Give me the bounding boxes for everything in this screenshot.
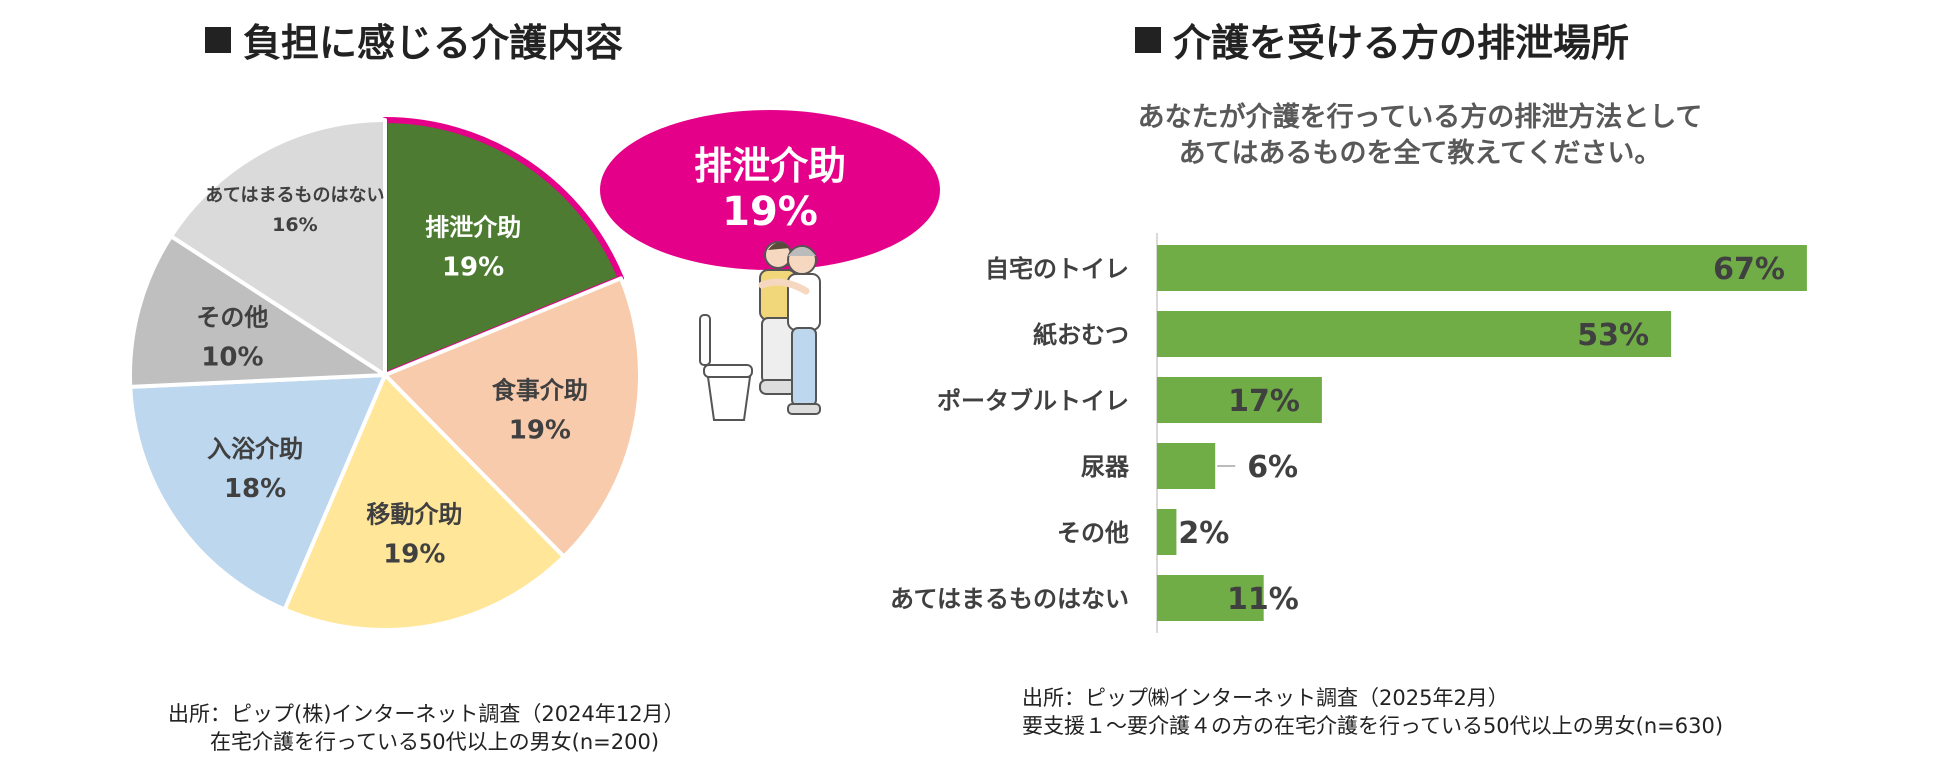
bar-category-label: あてはまるものはない: [890, 585, 1129, 613]
right-source-note: 出所：ピップ㈱インターネット調査（2025年2月） 要支援１～要介護４の方の在宅…: [1022, 684, 1723, 741]
left-source-note: 出所：ピップ(株)インターネット調査（2024年12月） 在宅介護を行っている5…: [168, 700, 685, 757]
bar: [1157, 509, 1177, 555]
pie-slice: [382, 117, 624, 378]
survey-question: あなたが介護を行っている方の排泄方法として あてはあるものを全て教えてください。: [1040, 100, 1800, 173]
square-bullet-icon: [1135, 26, 1161, 53]
bar-value-label: 6%: [1247, 450, 1298, 485]
left-panel-title: 負担に感じる介護内容: [205, 12, 623, 67]
right-panel-title-text: 介護を受ける方の排泄場所: [1173, 21, 1630, 65]
pie-slice-value-label: 10%: [201, 343, 263, 373]
highlight-callout: 排泄介助 19%: [600, 110, 940, 270]
pie-slice-label: 食事介助: [492, 377, 588, 405]
square-bullet-icon: [205, 26, 231, 53]
pie-slice-value-label: 19%: [509, 416, 571, 446]
pie-slice-label: 移動介助: [366, 500, 462, 528]
pie-slice: [282, 373, 566, 632]
pie-slice: [383, 276, 642, 559]
right-panel-title: 介護を受ける方の排泄場所: [1135, 12, 1629, 67]
pie-chart: 排泄介助 19% 食事介助 19% 移動介助 19% 入浴介助 18% その他 10% あてはまるも…: [128, 117, 642, 632]
pie-slice-value-label: 19%: [442, 253, 504, 283]
pie-slice-value-label: 18%: [224, 474, 286, 504]
bar: [1157, 443, 1216, 489]
bar-category-label: その他: [1057, 519, 1129, 547]
bar-value-label: 17%: [1228, 384, 1300, 419]
bar-category-label: ポータブルトイレ: [937, 387, 1129, 415]
pie-slice-label: その他: [196, 304, 268, 332]
pie-slice: [128, 234, 387, 389]
bar-category-label: 紙おむつ: [1033, 321, 1129, 349]
callout-label: 排泄介助: [693, 144, 846, 189]
pie-slice: [128, 373, 387, 612]
question-line-1: あなたが介護を行っている方の排泄方法として: [1137, 102, 1703, 133]
bar-chart: 自宅のトイレ 67% 紙おむつ 53% ポータブルトイレ 17% 尿器 6% その他 2% あてはま…: [890, 233, 1807, 633]
bar: [1157, 245, 1807, 291]
pie-slice-value-label: 19%: [383, 539, 445, 569]
left-source-line-1: 出所：ピップ(株)インターネット調査（2024年12月）: [168, 702, 685, 726]
callout-value: 19%: [722, 188, 818, 235]
bar-value-label: 11%: [1227, 582, 1299, 617]
bar-category-label: 自宅のトイレ: [985, 255, 1129, 283]
right-source-line-1: 出所：ピップ㈱インターネット調査（2025年2月）: [1022, 686, 1509, 710]
left-source-line-2: 在宅介護を行っている50代以上の男女(n=200): [210, 730, 660, 755]
left-panel-title-text: 負担に感じる介護内容: [243, 21, 624, 65]
bar-value-label: 2%: [1178, 516, 1229, 551]
pie-slice-value-label: 16%: [272, 214, 317, 236]
bar-category-label: 尿器: [1081, 453, 1130, 481]
bar-value-label: 67%: [1713, 252, 1785, 287]
bar: [1157, 575, 1264, 621]
pie-slice-label: 入浴介助: [207, 435, 303, 463]
question-line-2: あてはあるものを全て教えてください。: [1178, 138, 1662, 170]
pie-slice-label: あてはまるものはない: [205, 185, 384, 206]
right-source-line-2: 要支援１～要介護４の方の在宅介護を行っている50代以上の男女(n=630): [1022, 714, 1724, 739]
bar: [1157, 311, 1672, 357]
pie-slice: [169, 118, 387, 377]
bar-value-label: 53%: [1577, 318, 1649, 353]
pie-slice-label: 排泄介助: [425, 214, 521, 242]
bar: [1157, 377, 1322, 423]
caregiver-toilet-illustration: [699, 241, 821, 421]
